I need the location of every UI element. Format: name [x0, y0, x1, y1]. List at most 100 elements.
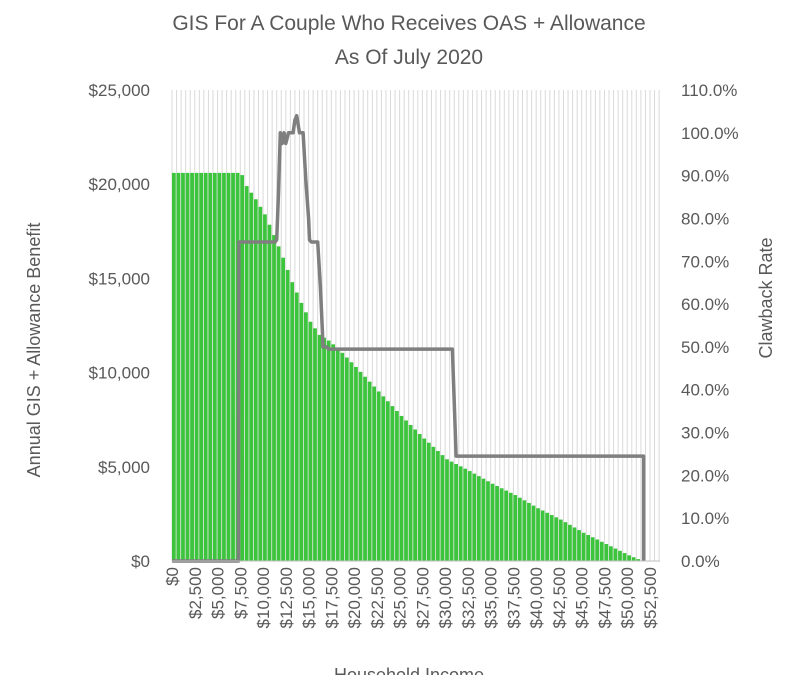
bar	[536, 508, 540, 561]
bar	[545, 512, 550, 561]
y-tick-label: $25,000	[89, 81, 150, 100]
bar	[613, 548, 618, 561]
bar	[326, 340, 331, 561]
y-tick-label: $20,000	[89, 175, 150, 194]
bar	[335, 348, 340, 561]
x-tick-label: $52,500	[641, 567, 660, 628]
bar	[272, 235, 276, 561]
y2-tick-label: 60.0%	[681, 295, 729, 314]
x-tick-label: $45,000	[573, 567, 592, 628]
y2-tick-label: 90.0%	[681, 167, 729, 186]
bar	[290, 282, 295, 561]
bar	[363, 376, 367, 561]
x-axis-title: Household Income	[334, 665, 484, 675]
x-tick-label: $25,000	[391, 567, 410, 628]
bar	[385, 401, 390, 561]
bar	[458, 466, 463, 561]
y-tick-label: $15,000	[89, 269, 150, 288]
bar	[522, 500, 527, 561]
bar	[249, 192, 254, 562]
bar	[367, 381, 372, 561]
x-tick-label: $50,000	[618, 567, 637, 628]
bar	[508, 492, 513, 561]
bar	[618, 550, 622, 561]
bar	[531, 505, 536, 561]
x-tick-label: $40,000	[527, 567, 546, 628]
bar	[627, 555, 631, 561]
bar	[176, 172, 181, 561]
bar	[595, 539, 600, 561]
x-tick-label: $7,500	[231, 567, 250, 619]
bar	[313, 328, 317, 561]
bar	[258, 206, 263, 562]
bar	[181, 172, 185, 561]
bar	[581, 532, 586, 561]
bar	[331, 344, 336, 561]
bar	[513, 495, 518, 561]
bar	[431, 446, 436, 561]
axes: $0 $5,000 $10,000 $15,000 $20,000 $25,000 0.0%…	[89, 81, 739, 628]
bar	[631, 557, 636, 561]
bar	[417, 434, 422, 561]
bar	[408, 424, 413, 561]
bar	[263, 214, 267, 561]
x-tick-label: $0	[163, 567, 182, 586]
bar	[590, 537, 595, 561]
clawback-line-series	[172, 113, 646, 563]
x-tick-label: $10,000	[254, 567, 273, 628]
y2-tick-label: 0.0%	[681, 552, 720, 571]
bar	[445, 459, 449, 561]
bar	[217, 172, 222, 561]
y-tick-label: $0	[131, 552, 150, 571]
bar	[376, 391, 381, 561]
bar	[372, 386, 377, 561]
clawback-line	[172, 113, 646, 563]
bar	[281, 257, 286, 561]
bar	[267, 224, 272, 561]
bar	[390, 406, 395, 561]
x-tick-label: $35,000	[482, 567, 501, 628]
bar	[231, 172, 235, 561]
bar	[568, 524, 572, 561]
bar	[226, 172, 231, 561]
bar	[609, 546, 613, 561]
bar	[549, 515, 554, 561]
bar	[449, 461, 454, 561]
y2-tick-label: 80.0%	[681, 209, 729, 228]
bar	[222, 172, 226, 561]
bar	[636, 559, 641, 561]
bar	[381, 396, 386, 561]
bar	[554, 517, 559, 561]
y2-tick-label: 110.0%	[681, 81, 737, 100]
y2-tick-label: 10.0%	[681, 509, 729, 528]
bar	[285, 269, 290, 561]
bar	[199, 172, 204, 561]
y2-tick-label: 100.0%	[681, 124, 739, 143]
bar	[172, 172, 176, 561]
x-tick-label: $2,500	[186, 567, 205, 619]
bar	[472, 473, 477, 561]
x-tick-label: $30,000	[436, 567, 455, 628]
chart-title: GIS For A Couple Who Receives OAS + Allo…	[172, 12, 645, 35]
bar	[563, 522, 568, 561]
x-tick-label: $42,500	[550, 567, 569, 628]
bar	[495, 486, 499, 561]
y2-tick-label: 50.0%	[681, 338, 729, 357]
bar	[440, 455, 445, 561]
bar	[340, 352, 345, 561]
bar	[572, 527, 577, 561]
bar	[317, 334, 322, 561]
y2-axis-title: Clawback Rate	[756, 237, 776, 358]
bar	[299, 302, 304, 561]
y-tick-label: $10,000	[89, 364, 150, 383]
bar	[308, 321, 313, 561]
bar	[481, 478, 486, 561]
bar	[203, 172, 208, 561]
chart-subtitle: As Of July 2020	[335, 46, 483, 69]
y-axis-title: Annual GIS + Allowance Benefit	[24, 223, 44, 478]
bar	[358, 371, 363, 561]
bar	[185, 172, 190, 561]
bar	[499, 488, 504, 561]
bar	[399, 415, 404, 561]
bar	[486, 481, 490, 561]
